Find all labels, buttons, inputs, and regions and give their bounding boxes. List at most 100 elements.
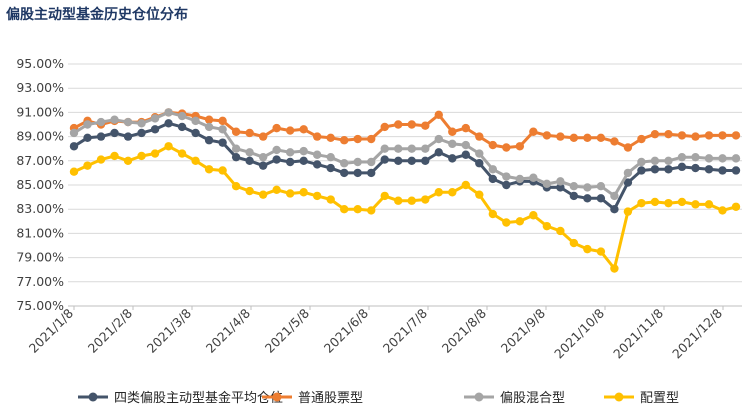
- data-point: [434, 110, 443, 120]
- data-point: [353, 168, 362, 178]
- data-point: [367, 134, 376, 144]
- data-point: [664, 165, 673, 174]
- data-point: [164, 119, 173, 128]
- data-point: [110, 128, 119, 138]
- data-point: [394, 144, 403, 153]
- data-point: [488, 174, 498, 184]
- data-point: [394, 120, 403, 129]
- data-point: [718, 166, 727, 175]
- data-point: [123, 117, 133, 127]
- data-point: [704, 131, 714, 140]
- data-point: [569, 238, 579, 248]
- data-point: [380, 122, 389, 132]
- data-point: [731, 131, 741, 140]
- data-point: [191, 128, 200, 138]
- data-point: [164, 142, 173, 151]
- data-point: [218, 138, 227, 147]
- data-point: [258, 132, 268, 141]
- y-tick-label: 91.00%: [16, 104, 64, 119]
- data-point: [285, 189, 295, 198]
- data-point: [204, 115, 214, 124]
- data-point: [394, 156, 403, 165]
- data-point: [569, 133, 579, 143]
- data-point: [164, 108, 173, 117]
- data-point: [150, 125, 160, 134]
- legend-label: 配置型: [640, 391, 679, 406]
- data-point: [137, 128, 146, 138]
- legend-marker: [272, 392, 282, 402]
- x-tick-label: 2021/4/8: [203, 305, 253, 355]
- data-point: [664, 198, 673, 208]
- data-point: [461, 180, 470, 190]
- data-point: [312, 160, 322, 169]
- data-point: [285, 126, 295, 135]
- data-point: [448, 139, 457, 149]
- data-point: [407, 196, 416, 205]
- x-tick-label: 2021/12/8: [669, 305, 725, 361]
- data-point: [677, 197, 687, 207]
- data-point: [556, 226, 565, 236]
- data-point: [407, 144, 416, 153]
- data-point: [596, 247, 606, 256]
- data-point: [83, 161, 92, 170]
- legend: 四类偏股主动型基金平均仓位 普通股票型 偏股混合型 配置型: [78, 390, 679, 406]
- x-tick-label: 2021/11/8: [610, 305, 666, 361]
- y-tick-label: 87.00%: [16, 153, 64, 168]
- data-point: [245, 148, 254, 157]
- data-point: [177, 149, 187, 158]
- series-3: [69, 108, 741, 201]
- data-point: [258, 161, 268, 170]
- y-axis-ticks: 75.00% 77.00% 79.00% 81.00% 83.00% 85.00% 87.0…: [16, 56, 64, 313]
- data-point: [299, 188, 308, 197]
- data-point: [258, 152, 268, 162]
- data-point: [326, 163, 335, 173]
- data-point: [191, 156, 200, 165]
- y-tick-label: 75.00%: [16, 298, 64, 313]
- data-point: [677, 131, 687, 140]
- data-point: [718, 154, 727, 163]
- data-point: [123, 132, 133, 141]
- data-point: [556, 132, 565, 141]
- data-point: [285, 157, 295, 167]
- data-point: [231, 144, 241, 153]
- data-point: [583, 133, 592, 143]
- data-point: [664, 156, 673, 165]
- data-point: [191, 116, 200, 126]
- data-point: [515, 174, 525, 184]
- data-point: [312, 132, 322, 141]
- data-point: [137, 151, 146, 161]
- data-point: [502, 143, 511, 152]
- data-point: [731, 202, 741, 211]
- y-tick-label: 77.00%: [16, 274, 64, 289]
- data-point: [231, 127, 241, 136]
- data-point: [637, 166, 646, 175]
- data-point: [529, 211, 538, 220]
- data-point: [677, 162, 687, 172]
- data-point: [299, 146, 308, 156]
- series-4: [69, 142, 741, 273]
- data-point: [718, 131, 727, 140]
- data-point: [461, 150, 470, 159]
- data-point: [596, 133, 606, 143]
- data-point: [299, 156, 308, 165]
- data-point: [340, 168, 349, 178]
- data-point: [691, 163, 700, 173]
- y-tick-label: 93.00%: [16, 80, 64, 95]
- data-point: [650, 165, 660, 174]
- data-point: [623, 168, 633, 178]
- data-point: [542, 131, 552, 140]
- data-point: [677, 152, 687, 162]
- data-point: [421, 144, 430, 153]
- data-point: [231, 152, 241, 162]
- x-tick-label: 2021/7/8: [380, 305, 430, 355]
- data-point: [650, 156, 660, 165]
- x-tick-label: 2021/6/8: [321, 305, 371, 355]
- data-point: [461, 123, 470, 133]
- data-point: [515, 217, 525, 226]
- legend-item-3: 偏股混合型: [464, 391, 565, 406]
- data-point: [218, 166, 227, 175]
- data-point: [475, 190, 484, 199]
- data-point: [272, 123, 281, 133]
- x-tick-label: 2021/8/8: [439, 305, 489, 355]
- data-point: [488, 209, 498, 219]
